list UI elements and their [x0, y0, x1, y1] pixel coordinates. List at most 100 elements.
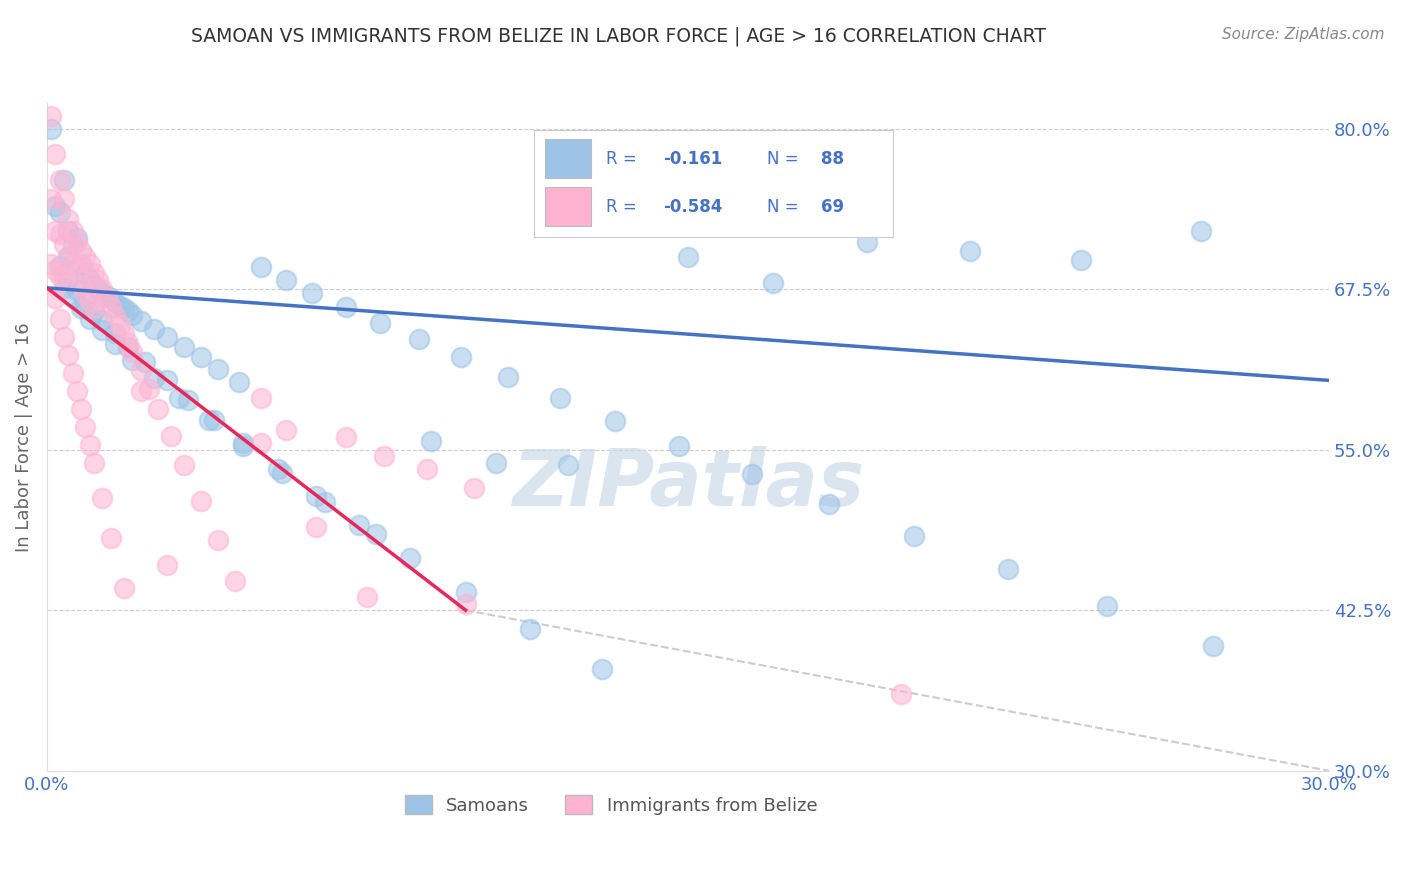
Point — [314, 495, 336, 509]
Point — [70, 401, 93, 416]
Point — [335, 430, 357, 444]
Point — [58, 272, 80, 286]
Point — [62, 291, 84, 305]
Point — [83, 456, 105, 470]
Point — [177, 392, 200, 407]
Point — [890, 687, 912, 701]
Point — [75, 250, 97, 264]
Point — [75, 419, 97, 434]
Point — [129, 384, 152, 398]
Point — [108, 299, 131, 313]
Point — [557, 458, 579, 472]
Point — [62, 256, 84, 270]
Point — [364, 527, 387, 541]
Point — [104, 326, 127, 340]
Point — [112, 301, 135, 316]
Point — [1202, 639, 1225, 653]
Point — [53, 173, 76, 187]
Point — [676, 250, 699, 264]
Text: Source: ZipAtlas.com: Source: ZipAtlas.com — [1222, 27, 1385, 42]
Point — [169, 392, 191, 406]
Point — [997, 562, 1019, 576]
Point — [70, 256, 93, 270]
Point — [39, 109, 62, 123]
Point — [104, 295, 127, 310]
Point — [53, 192, 76, 206]
Point — [207, 361, 229, 376]
Point — [454, 597, 477, 611]
Point — [249, 392, 271, 406]
Point — [190, 351, 212, 365]
Point — [48, 311, 70, 326]
Point — [228, 375, 250, 389]
Point — [112, 327, 135, 342]
Point — [159, 428, 181, 442]
Point — [232, 439, 254, 453]
Point — [62, 224, 84, 238]
Point — [548, 392, 571, 406]
Point — [959, 244, 981, 258]
Point — [39, 121, 62, 136]
Point — [44, 263, 66, 277]
Point — [484, 456, 506, 470]
Point — [416, 462, 439, 476]
Point — [420, 434, 443, 448]
Y-axis label: In Labor Force | Age > 16: In Labor Force | Age > 16 — [15, 322, 32, 551]
Point — [276, 424, 298, 438]
Point — [100, 531, 122, 545]
Point — [276, 273, 298, 287]
Point — [347, 518, 370, 533]
Point — [53, 237, 76, 252]
Point — [155, 558, 177, 573]
Point — [53, 273, 76, 287]
Point — [741, 467, 763, 481]
Point — [305, 520, 328, 534]
Point — [96, 288, 118, 302]
Point — [117, 336, 139, 351]
Point — [104, 309, 127, 323]
Point — [173, 458, 195, 472]
Point — [87, 282, 110, 296]
Point — [266, 462, 288, 476]
Point — [108, 318, 131, 333]
Point — [83, 301, 105, 316]
Text: ZIPatlas: ZIPatlas — [512, 446, 863, 522]
Point — [79, 293, 101, 308]
Point — [198, 413, 221, 427]
Point — [44, 224, 66, 238]
Point — [79, 437, 101, 451]
Point — [91, 491, 114, 506]
Point — [519, 623, 541, 637]
Point — [96, 291, 118, 305]
Point — [44, 199, 66, 213]
Point — [117, 304, 139, 318]
Point — [70, 301, 93, 316]
Point — [48, 173, 70, 187]
Point — [62, 366, 84, 380]
Point — [146, 401, 169, 416]
Point — [48, 259, 70, 273]
Point — [79, 256, 101, 270]
Point — [58, 224, 80, 238]
Point — [39, 192, 62, 206]
Point — [270, 466, 292, 480]
Point — [70, 244, 93, 258]
Point — [58, 211, 80, 226]
Point — [91, 323, 114, 337]
Point — [91, 313, 114, 327]
Point — [454, 585, 477, 599]
Point — [66, 384, 89, 398]
Point — [305, 489, 328, 503]
Point — [58, 348, 80, 362]
Legend: Samoans, Immigrants from Belize: Samoans, Immigrants from Belize — [398, 788, 824, 822]
Point — [356, 591, 378, 605]
Point — [83, 304, 105, 318]
Point — [48, 205, 70, 219]
Point — [91, 286, 114, 301]
Point — [142, 371, 165, 385]
Point — [75, 293, 97, 308]
Point — [224, 574, 246, 588]
Point — [70, 278, 93, 293]
Point — [112, 582, 135, 596]
Point — [58, 250, 80, 264]
